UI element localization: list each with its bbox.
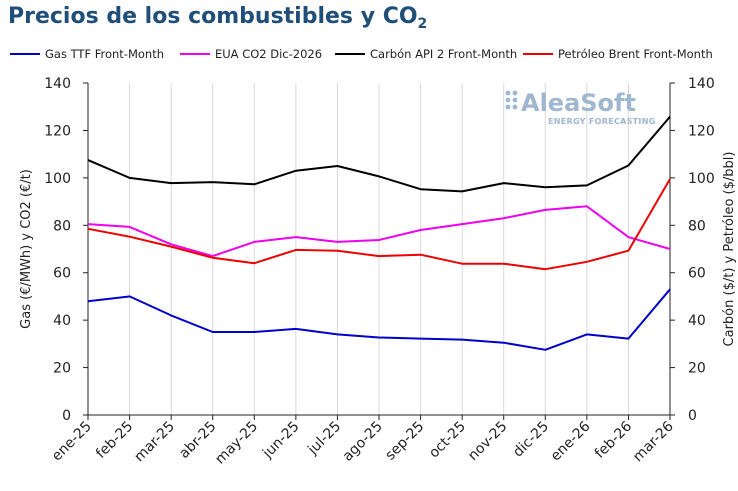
x-tick-label: ago-25 [340,419,386,465]
chart-title: Precios de los combustibles y CO2 [8,4,427,32]
axis-labels: 0 0 20 20 40 40 60 60 80 80 100 100 120 120 140 140 ene-… [19,76,737,467]
logo-name: AleaSoft [521,89,636,117]
series-line-2 [87,205,671,258]
left-tick-label: 100 [44,171,71,187]
x-tick-label: oct-25 [426,419,469,462]
logo-tagline: ENERGY FORECASTING [548,117,656,126]
legend-label: Carbón API 2 Front-Month [370,47,517,61]
y-axis-left-title: Gas (€/MWh) y CO2 (€/t) [19,169,34,329]
series-line-1 [87,288,671,351]
left-tick-label: 80 [53,218,71,234]
x-tick-label: jul-25 [304,419,344,459]
legend-label: Gas TTF Front-Month [45,47,164,61]
right-tick-label: 0 [688,408,697,424]
left-tick-label: 140 [44,76,71,92]
legend-label: EUA CO2 Dic-2026 [215,47,322,61]
left-tick-label: 60 [53,266,71,282]
right-tick-label: 100 [688,171,715,187]
x-tick-label: mar-25 [131,419,178,466]
x-tick-label: ene-25 [49,419,95,465]
left-tick-label: 20 [53,361,71,377]
x-tick-label: may-25 [212,419,261,468]
series-lines [87,116,671,351]
chart-title-text: Precios de los combustibles y CO [8,4,418,29]
x-tick-label: dic-25 [510,419,552,461]
x-tick-label: feb-26 [592,418,635,461]
right-tick-label: 20 [688,361,706,377]
right-tick-label: 80 [688,218,706,234]
chart-title-subscript: 2 [417,16,428,32]
right-tick-label: 60 [688,266,706,282]
x-tick-label: ene-26 [548,418,594,464]
right-tick-label: 40 [688,313,706,329]
grid [87,83,671,415]
series-line-4 [87,178,671,271]
x-tick-label: mar-26 [630,418,677,465]
left-tick-label: 120 [44,123,71,139]
x-tick-label: sep-25 [382,419,427,464]
x-tick-label: feb-25 [93,419,136,462]
logo-dots-icon [505,90,518,110]
right-tick-label: 120 [688,123,715,139]
series-line-3 [87,116,671,193]
legend: Gas TTF Front-Month EUA CO2 Dic-2026 Carbó… [10,47,713,61]
legend-label: Petróleo Brent Front-Month [558,47,713,61]
x-tick-label: nov-25 [465,419,510,464]
aleasoft-logo: AleaSoft ENERGY FORECASTING [505,89,656,126]
x-tick-label: jun-25 [259,419,302,462]
left-tick-label: 0 [62,408,71,424]
y-axis-right-title: Carbón ($/t) y Petróleo ($/bbl) [722,152,737,347]
right-tick-label: 140 [688,76,715,92]
left-tick-label: 40 [53,313,71,329]
